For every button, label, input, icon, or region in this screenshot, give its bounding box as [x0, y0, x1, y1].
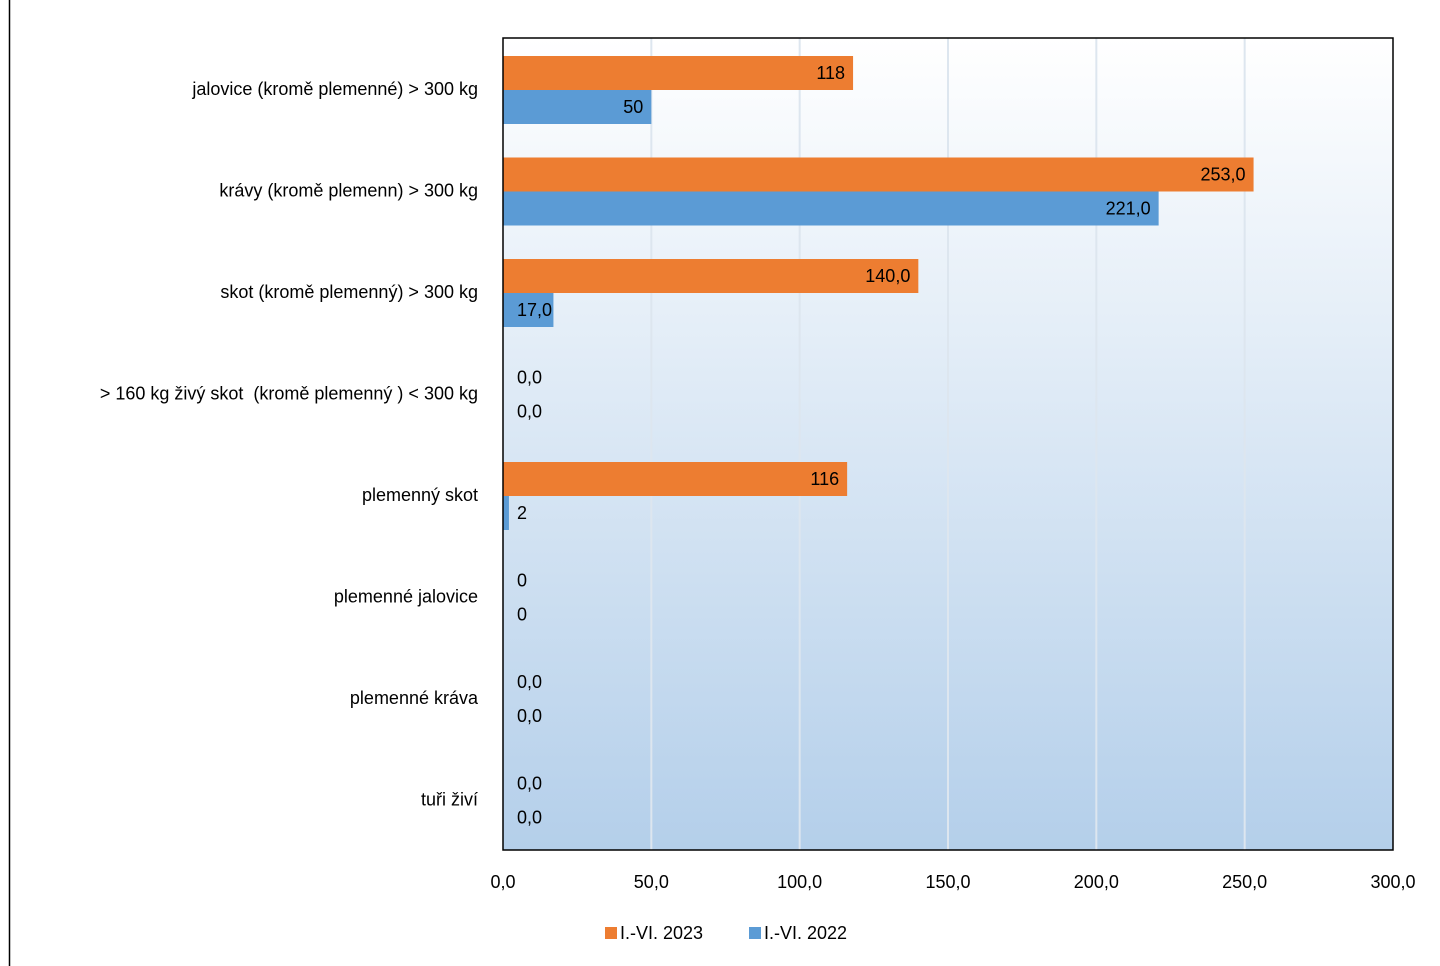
- data-label: 0,0: [517, 401, 542, 421]
- data-label: 118: [816, 63, 845, 83]
- x-tick-label: 0,0: [490, 872, 515, 892]
- data-label: 50: [623, 97, 643, 117]
- data-label: 0: [517, 570, 527, 590]
- y-tick-label: plemenné kráva: [350, 688, 479, 708]
- bar: [503, 191, 1159, 226]
- bar: [503, 56, 854, 90]
- y-tick-label: plemenný skot: [362, 485, 478, 505]
- legend-swatch: [605, 927, 617, 939]
- bar: [503, 496, 509, 530]
- x-tick-label: 100,0: [777, 872, 822, 892]
- data-label: 2: [517, 503, 527, 523]
- y-tick-label: plemenné jalovice: [334, 586, 478, 606]
- x-tick-label: 200,0: [1074, 872, 1119, 892]
- legend-label: I.-VI. 2022: [764, 923, 847, 943]
- data-label: 0,0: [517, 773, 542, 793]
- data-label: 0: [517, 604, 527, 624]
- data-label: 0,0: [517, 672, 542, 692]
- x-tick-label: 250,0: [1222, 872, 1267, 892]
- x-tick-label: 50,0: [634, 872, 669, 892]
- plot-border: [502, 37, 1394, 851]
- legend-label: I.-VI. 2023: [620, 923, 703, 943]
- data-label: 17,0: [517, 300, 552, 320]
- bar: [503, 157, 1254, 192]
- data-label: 0,0: [517, 807, 542, 827]
- bar: [503, 259, 919, 293]
- y-tick-label: jalovice (kromě plemenné) > 300 kg: [191, 79, 478, 99]
- bar: [503, 462, 848, 496]
- bar: [503, 90, 652, 124]
- x-tick-label: 300,0: [1370, 872, 1415, 892]
- y-tick-label: tuři živí: [421, 789, 478, 809]
- y-tick-label: skot (kromě plemenný) > 300 kg: [220, 282, 478, 302]
- data-label: 221,0: [1106, 198, 1151, 218]
- y-tick-label: > 160 kg živý skot (kromě plemenný ) < 3…: [100, 383, 478, 403]
- data-label: 140,0: [865, 266, 910, 286]
- data-label: 116: [810, 469, 839, 489]
- data-label: 0,0: [517, 367, 542, 387]
- data-label: 0,0: [517, 706, 542, 726]
- legend-swatch: [749, 927, 761, 939]
- x-tick-label: 150,0: [925, 872, 970, 892]
- data-label: 253,0: [1201, 164, 1246, 184]
- y-tick-label: krávy (kromě plemenn) > 300 kg: [219, 180, 478, 200]
- bar: [503, 293, 554, 327]
